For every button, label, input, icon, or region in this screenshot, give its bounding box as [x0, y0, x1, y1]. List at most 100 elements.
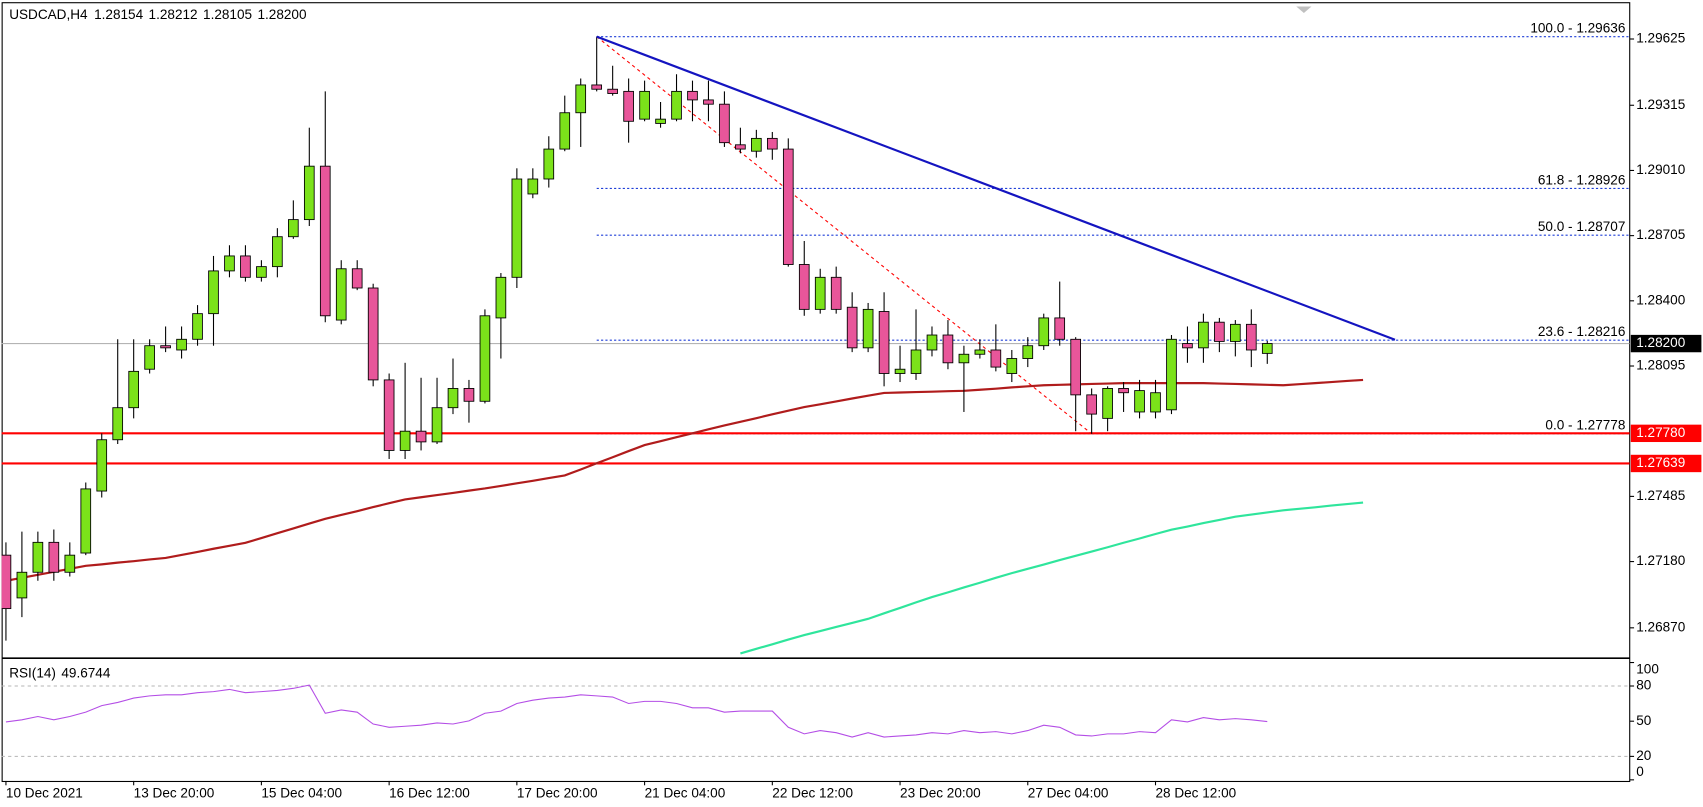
candle-body: [1022, 345, 1034, 359]
candle-body: [80, 488, 92, 554]
candle-body: [1198, 321, 1209, 349]
y-tick-label: 1.29625: [1636, 31, 1685, 46]
header-low: 1.28105: [203, 7, 252, 22]
candle-body: [1182, 343, 1193, 349]
x-tick-label: 15 Dec 04:00: [261, 786, 342, 801]
candle-body: [607, 88, 618, 94]
candle-body: [942, 334, 954, 364]
rsi-y-tick-label: 100: [1636, 662, 1659, 677]
candle-body: [735, 144, 746, 150]
rsi-line: [5, 684, 1268, 738]
candle-body: [862, 308, 874, 349]
x-tick-label: 28 Dec 12:00: [1156, 786, 1237, 801]
candle-body: [766, 137, 778, 150]
candle-body: [463, 388, 475, 402]
candle-body: [1214, 321, 1225, 342]
candle-body: [351, 268, 363, 289]
candle-body: [543, 148, 555, 180]
candle-body: [894, 368, 906, 374]
candle-body: [1245, 323, 1257, 351]
candle-body: [272, 236, 283, 268]
candle-body: [144, 345, 155, 370]
candle-body: [383, 379, 395, 451]
x-tick-label: 22 Dec 12:00: [772, 786, 853, 801]
shift-marker: [1296, 6, 1312, 14]
candle-body: [926, 334, 938, 351]
price-tag-label: 1.27639: [1636, 455, 1685, 470]
candle-body: [96, 439, 108, 492]
y-tick-label: 1.26870: [1636, 619, 1685, 634]
rsi-header: RSI(14) 49.6744: [9, 665, 111, 680]
candle-body: [527, 178, 539, 195]
fib-label: 50.0 - 1.28707: [1538, 219, 1625, 234]
candle-body: [1134, 390, 1145, 413]
candle-body: [1166, 338, 1177, 411]
candle-body: [846, 306, 858, 349]
price-tag: [1630, 454, 1702, 473]
candle-body: [751, 137, 762, 152]
x-tick-label: 16 Dec 12:00: [389, 786, 470, 801]
candle-body: [1054, 317, 1066, 340]
x-tick-label: 23 Dec 20:00: [900, 786, 981, 801]
candle-body: [224, 255, 235, 272]
y-tick-label: 1.27180: [1636, 553, 1685, 568]
moving-average: [740, 501, 1364, 655]
candle-body: [974, 349, 986, 355]
fib-label: 100.0 - 1.29636: [1530, 21, 1625, 36]
candle-body: [910, 349, 922, 374]
y-tick-label: 1.29315: [1636, 97, 1685, 112]
candle-body: [655, 118, 666, 124]
y-tick-label: 1.29010: [1636, 162, 1685, 177]
candle-body: [112, 407, 124, 441]
rsi-y-tick-label: 20: [1636, 748, 1652, 763]
candle-body: [511, 178, 523, 278]
candle-body: [1006, 358, 1018, 374]
y-tick-label: 1.27485: [1636, 488, 1685, 503]
y-tick-label: 1.28705: [1636, 227, 1685, 242]
candle-body: [958, 353, 970, 364]
candle-body: [48, 541, 60, 573]
candle-body: [575, 84, 587, 114]
candle-body: [399, 430, 411, 451]
candle-body: [367, 287, 379, 381]
y-tick-label: 1.28095: [1636, 358, 1685, 373]
candle-body: [1086, 394, 1097, 415]
trendline: [596, 35, 1396, 341]
candle-body: [990, 349, 1002, 368]
x-tick-label: 13 Dec 20:00: [134, 786, 215, 801]
candle-body: [128, 370, 139, 409]
candle-body: [335, 268, 347, 321]
candle-body: [782, 148, 794, 265]
rsi-panel: [1, 684, 1630, 757]
header-open: 1.28154: [94, 7, 143, 22]
rsi-last: 49.6744: [61, 665, 110, 680]
candle-body: [479, 315, 491, 402]
rsi-y-tick-label: 0: [1636, 764, 1644, 779]
candle-body: [623, 90, 634, 122]
candle-body: [319, 165, 331, 317]
candle-body: [878, 311, 890, 374]
candle-body: [16, 571, 28, 599]
candle-body: [703, 99, 714, 105]
candle-body: [671, 90, 682, 120]
header-close: 1.28200: [257, 7, 306, 22]
candle-body: [32, 541, 44, 573]
candle-body: [559, 112, 571, 150]
candle-body: [719, 103, 730, 144]
rsi-title: RSI(14): [9, 665, 56, 680]
price-tag-label: 1.28200: [1636, 335, 1685, 350]
fib-label: 61.8 - 1.28926: [1538, 172, 1625, 187]
candle-body: [303, 165, 315, 221]
main-panel: [1, 35, 1630, 655]
header-high: 1.28212: [149, 7, 198, 22]
rsi-y-tick-label: 80: [1636, 678, 1652, 693]
candle-body: [192, 313, 203, 340]
price-tag-label: 1.27780: [1636, 425, 1685, 440]
candle-body: [495, 276, 507, 319]
x-tick-label: 17 Dec 20:00: [517, 786, 598, 801]
x-tick-label: 27 Dec 04:00: [1028, 786, 1109, 801]
candle-body: [1, 554, 12, 610]
candle-body: [591, 84, 603, 90]
